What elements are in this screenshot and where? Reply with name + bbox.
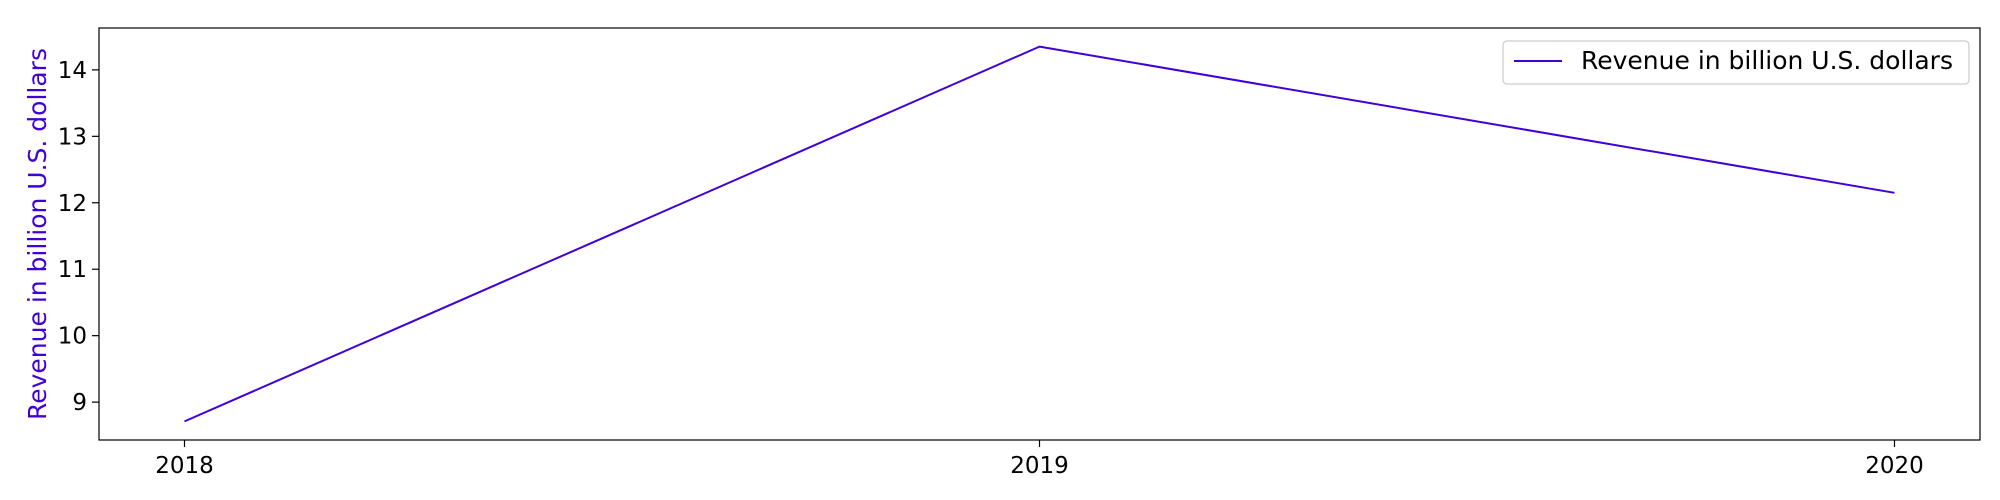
- x-axis-ticks: 2018 2019 2020: [155, 440, 1924, 479]
- series-layer: [184, 45, 1895, 423]
- y-tick-label: 14: [58, 58, 87, 84]
- series-line: [184, 45, 1895, 423]
- x-tick-label: 2019: [1010, 453, 1069, 479]
- legend: Revenue in billion U.S. dollars: [1502, 40, 1970, 85]
- y-tick-label: 10: [58, 324, 87, 350]
- y-tick-label: 11: [58, 257, 87, 283]
- x-tick-label: 2020: [1865, 453, 1924, 479]
- x-tick-label: 2018: [155, 453, 214, 479]
- y-axis-ticks: 9 10 11 12 13 14: [58, 58, 99, 416]
- y-tick-label: 9: [72, 390, 87, 416]
- plot-area: [98, 27, 1981, 441]
- y-tick-label: 12: [58, 191, 87, 217]
- legend-label: Revenue in billion U.S. dollars: [1581, 46, 1953, 75]
- y-tick-label: 13: [58, 124, 87, 150]
- y-axis-label: Revenue in billion U.S. dollars: [23, 48, 52, 420]
- legend-box: [1502, 40, 1970, 85]
